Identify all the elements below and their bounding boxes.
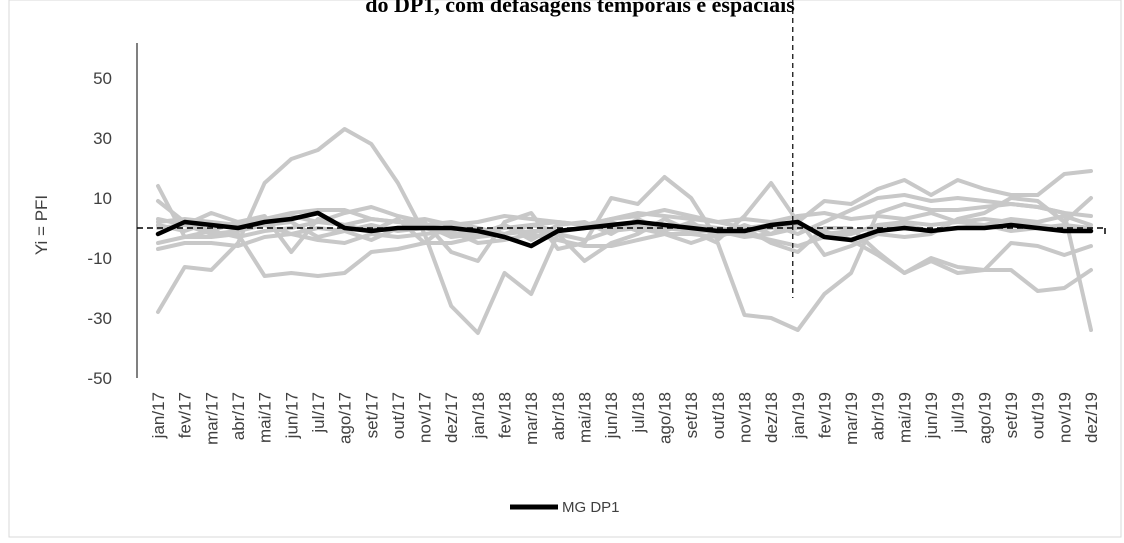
x-tick-label: abr/17 <box>229 392 248 440</box>
x-tick-label: out/18 <box>709 392 728 439</box>
legend: MG DP1 <box>510 499 620 516</box>
x-tick-label: mar/19 <box>842 392 861 445</box>
x-tick-labels: jan/17 fev/17 mar/17 abr/17 mai/17 jun/17 jul/… <box>149 392 1101 445</box>
legend-label: MG DP1 <box>562 499 620 516</box>
x-tick-label: jan/18 <box>469 392 488 439</box>
chart-border <box>8 0 1122 538</box>
series-line-mg-dp1 <box>155 210 1094 249</box>
axis-layer <box>136 0 1106 378</box>
series-layer <box>155 127 1094 335</box>
x-tick-label: jan/19 <box>789 392 808 439</box>
y-axis-title: Yi = PFI <box>32 195 51 255</box>
x-tick-label: set/17 <box>362 392 381 438</box>
y-tick-label: -50 <box>87 369 112 388</box>
x-tick-label: abr/19 <box>869 392 888 440</box>
x-tick-label: jul/18 <box>629 392 648 434</box>
x-tick-label: fev/18 <box>496 392 515 438</box>
x-tick-label: mai/19 <box>895 392 914 443</box>
chart-title: do DP1, com defasagens temporais e espac… <box>365 0 795 17</box>
x-tick-label: abr/18 <box>549 392 568 440</box>
x-tick-label: fev/17 <box>176 392 195 438</box>
x-tick-label: set/18 <box>682 392 701 438</box>
x-tick-label: nov/18 <box>735 392 754 443</box>
x-tick-label: ago/19 <box>975 392 994 444</box>
x-tick-label: dez/18 <box>762 392 781 443</box>
x-tick-label: mar/18 <box>522 392 541 445</box>
x-tick-label: ago/18 <box>655 392 674 444</box>
y-tick-label: 10 <box>93 189 112 208</box>
x-tick-label: jan/17 <box>149 392 168 439</box>
x-tick-label: out/17 <box>389 392 408 439</box>
series-line-grey <box>156 211 1093 227</box>
x-tick-label: jul/19 <box>949 392 968 434</box>
x-tick-label: mar/17 <box>202 392 221 445</box>
series-line-grey <box>156 220 1093 275</box>
y-tick-labels: 50 30 10 -10 -30 -50 <box>87 69 112 388</box>
y-tick-label: -10 <box>87 249 112 268</box>
x-tick-label: jun/17 <box>282 392 301 439</box>
x-tick-label: mai/18 <box>576 392 595 443</box>
y-tick-label: -30 <box>87 309 112 328</box>
x-tick-label: ago/17 <box>336 392 355 444</box>
x-tick-label: jun/19 <box>922 392 941 439</box>
x-tick-label: nov/19 <box>1055 392 1074 443</box>
x-tick-label: dez/19 <box>1082 392 1101 443</box>
x-tick-label: jul/17 <box>309 392 328 434</box>
x-tick-label: fev/19 <box>815 392 834 438</box>
series-line-grey <box>156 127 1093 335</box>
series-line-grey <box>156 217 1093 251</box>
y-tick-label: 50 <box>93 69 112 88</box>
x-tick-label: set/19 <box>1002 392 1021 438</box>
x-tick-label: jun/18 <box>602 392 621 439</box>
x-tick-label: dez/17 <box>442 392 461 443</box>
y-tick-label: 30 <box>93 129 112 148</box>
x-tick-label: mai/17 <box>256 392 275 443</box>
x-tick-label: nov/17 <box>416 392 435 443</box>
x-tick-label: out/19 <box>1029 392 1048 439</box>
